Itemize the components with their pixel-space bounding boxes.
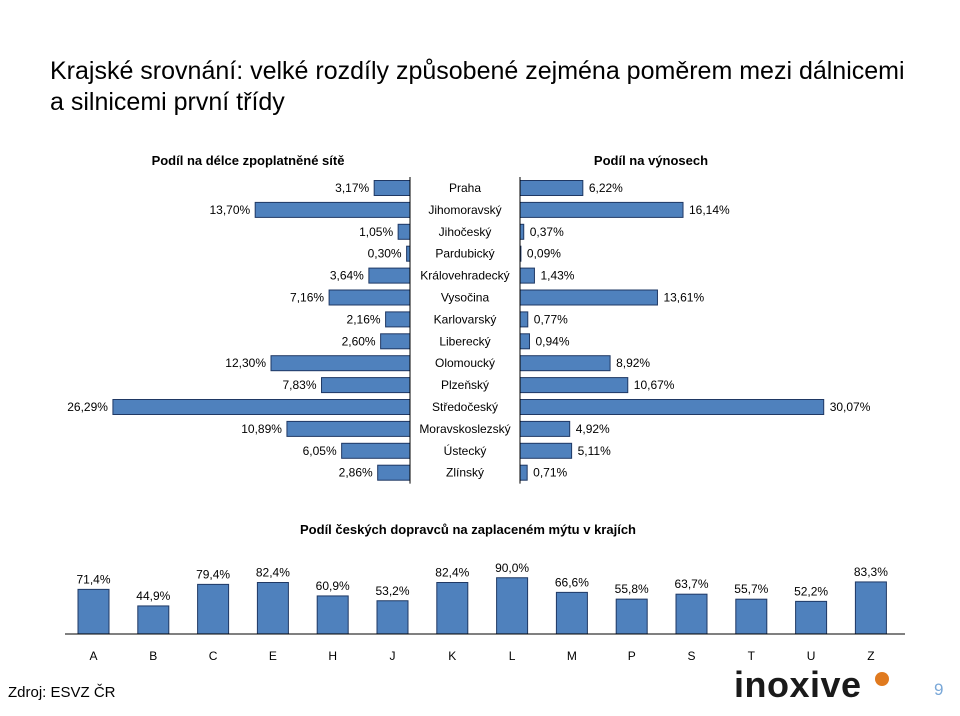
right-value-label: 0,37% xyxy=(530,225,564,239)
region-label: Karlovarský xyxy=(434,312,497,326)
region-code-label: S xyxy=(687,649,695,663)
column-value-label: 66,6% xyxy=(555,575,589,589)
right-value-label: 6,22% xyxy=(589,181,623,195)
left-chart-title: Podíl na délce zpoplatněné sítě xyxy=(152,153,345,168)
left-value-label: 12,30% xyxy=(225,356,266,370)
region-label: Olomoucký xyxy=(435,356,495,370)
column-bar xyxy=(795,600,828,635)
left-value-label: 2,16% xyxy=(347,312,381,326)
region-code-label: M xyxy=(567,649,577,663)
column-bar xyxy=(197,583,230,635)
right-value-label: 10,67% xyxy=(634,378,675,392)
left-value-label: 6,05% xyxy=(303,444,337,458)
region-code-label: H xyxy=(328,649,337,663)
column-value-label: 82,4% xyxy=(435,566,469,580)
region-label: Jihomoravský xyxy=(428,203,501,217)
column-value-label: 55,8% xyxy=(615,582,649,596)
column-bar xyxy=(735,598,768,635)
right-value-label: 0,71% xyxy=(533,466,567,480)
right-value-label: 4,92% xyxy=(576,422,610,436)
region-code-label: K xyxy=(448,649,456,663)
left-value-label: 2,60% xyxy=(342,334,376,348)
column-bar xyxy=(376,600,409,635)
right-chart-title: Podíl na výnosech xyxy=(594,153,708,168)
column-value-label: 63,7% xyxy=(674,577,708,591)
right-value-label: 0,94% xyxy=(535,334,569,348)
region-code-label: T xyxy=(748,649,756,663)
logo-accent-icon xyxy=(875,672,889,686)
region-label: Praha xyxy=(449,181,481,195)
column-bar xyxy=(316,595,349,635)
right-value-label: 13,61% xyxy=(663,291,704,305)
right-value-label: 0,09% xyxy=(527,247,561,261)
region-code-label: J xyxy=(390,649,396,663)
column-value-label: 82,4% xyxy=(256,566,290,580)
left-value-label: 3,17% xyxy=(335,181,369,195)
left-value-label: 13,70% xyxy=(209,203,250,217)
page-number: 9 xyxy=(934,680,944,699)
column-bar xyxy=(615,598,648,635)
left-value-label: 1,05% xyxy=(359,225,393,239)
right-value-label: 0,77% xyxy=(534,312,568,326)
left-value-label: 10,89% xyxy=(241,422,282,436)
region-label: Středočeský xyxy=(432,400,498,414)
column-bar xyxy=(675,593,708,635)
region-label: Pardubický xyxy=(435,247,494,261)
column-bar xyxy=(496,577,529,635)
region-label: Moravskoslezský xyxy=(419,422,510,436)
region-label: Zlínský xyxy=(446,466,484,480)
column-bar xyxy=(555,591,588,635)
left-value-label: 0,30% xyxy=(368,247,402,261)
region-label: Plzeňský xyxy=(441,378,489,392)
region-code-label: E xyxy=(269,649,277,663)
region-code-label: U xyxy=(807,649,816,663)
slide-title: Krajské srovnání: velké rozdíly způsoben… xyxy=(50,57,905,116)
right-value-label: 30,07% xyxy=(830,400,871,414)
column-value-label: 83,3% xyxy=(854,565,888,579)
source-note: Zdroj: ESVZ ČR xyxy=(8,684,116,701)
column-bar xyxy=(137,605,170,635)
column-chart-title: Podíl českých dopravců na zaplaceném mýt… xyxy=(300,522,636,537)
region-code-label: B xyxy=(149,649,157,663)
region-code-label: C xyxy=(209,649,218,663)
left-value-label: 3,64% xyxy=(330,269,364,283)
column-value-label: 53,2% xyxy=(375,584,409,598)
left-value-label: 2,86% xyxy=(339,466,373,480)
inoxive-logo: inoxive xyxy=(734,664,862,705)
column-value-label: 71,4% xyxy=(76,572,110,586)
region-code-label: P xyxy=(628,649,636,663)
region-label: Jihočeský xyxy=(439,225,492,239)
left-value-label: 7,83% xyxy=(282,378,316,392)
left-value-label: 26,29% xyxy=(67,400,108,414)
right-value-label: 1,43% xyxy=(540,269,574,283)
column-value-label: 44,9% xyxy=(136,589,170,603)
right-value-label: 16,14% xyxy=(689,203,730,217)
column-value-label: 55,7% xyxy=(734,582,768,596)
right-value-label: 8,92% xyxy=(616,356,650,370)
region-code-label: A xyxy=(89,649,97,663)
region-label: Ústecký xyxy=(444,443,487,458)
column-bar xyxy=(854,581,887,635)
region-label: Královehradecký xyxy=(420,269,509,283)
column-bar xyxy=(77,588,110,635)
region-code-label: L xyxy=(509,649,516,663)
column-bar xyxy=(256,582,289,635)
column-bar xyxy=(436,582,469,635)
column-value-label: 52,2% xyxy=(794,584,828,598)
region-label: Vysočina xyxy=(441,291,490,305)
column-value-label: 79,4% xyxy=(196,567,230,581)
right-value-label: 5,11% xyxy=(578,444,611,458)
region-label: Liberecký xyxy=(439,334,490,348)
column-value-label: 60,9% xyxy=(316,579,350,593)
column-value-label: 90,0% xyxy=(495,561,529,575)
left-value-label: 7,16% xyxy=(290,291,324,305)
region-code-label: Z xyxy=(867,649,874,663)
